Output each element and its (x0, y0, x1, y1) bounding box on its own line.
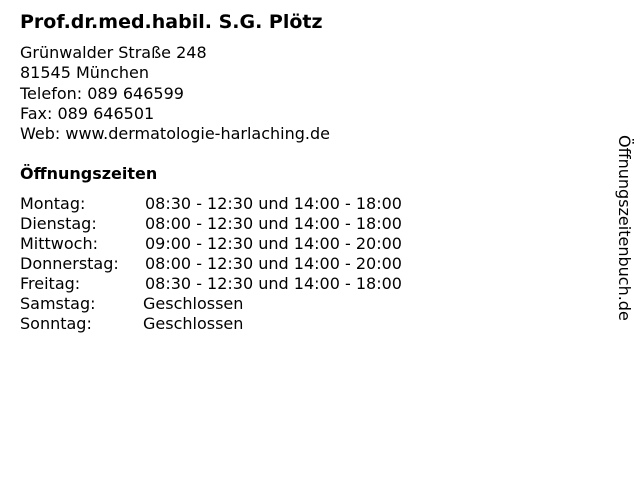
day: Montag: (20, 194, 86, 213)
hours-row: Freitag: 08:30 - 12:30 und 14:00 - 18:00 (20, 274, 402, 294)
hours-row: Sonntag: Geschlossen (20, 314, 402, 334)
day: Sonntag: (20, 314, 92, 333)
day: Samstag: (20, 294, 96, 313)
day: Mittwoch: (20, 234, 98, 253)
hours-row: Mittwoch: 09:00 - 12:30 und 14:00 - 20:00 (20, 234, 402, 254)
hours-row: Samstag: Geschlossen (20, 294, 402, 314)
address-block: Grünwalder Straße 248 81545 München Tele… (20, 43, 330, 144)
time: Geschlossen (143, 314, 244, 333)
time: 08:30 - 12:30 und 14:00 - 18:00 (145, 194, 402, 213)
hours-table: Montag: 08:30 - 12:30 und 14:00 - 18:00 D… (20, 194, 402, 334)
hours-row: Dienstag: 08:00 - 12:30 und 14:00 - 18:00 (20, 214, 402, 234)
day: Freitag: (20, 274, 81, 293)
time: Geschlossen (143, 294, 244, 313)
site-watermark: Öffnungszeitenbuch.de (615, 135, 634, 321)
fax: Fax: 089 646501 (20, 103, 155, 123)
website: Web: www.dermatologie-harlaching.de (20, 124, 330, 144)
hours-heading: Öffnungszeiten (20, 164, 158, 183)
city: 81545 München (20, 63, 149, 83)
time: 08:30 - 12:30 und 14:00 - 18:00 (145, 274, 402, 293)
hours-row: Montag: 08:30 - 12:30 und 14:00 - 18:00 (20, 194, 402, 214)
hours-row: Donnerstag: 08:00 - 12:30 und 14:00 - 20:… (20, 254, 402, 274)
practice-title: Prof.dr.med.habil. S.G. Plötz (20, 11, 323, 33)
time: 08:00 - 12:30 und 14:00 - 18:00 (145, 214, 402, 233)
street: Grünwalder Straße 248 (20, 43, 207, 62)
time: 08:00 - 12:30 und 14:00 - 20:00 (145, 254, 402, 273)
day: Donnerstag: (20, 254, 119, 273)
time: 09:00 - 12:30 und 14:00 - 20:00 (145, 234, 402, 253)
phone: Telefon: 089 646599 (20, 83, 184, 103)
day: Dienstag: (20, 214, 97, 233)
